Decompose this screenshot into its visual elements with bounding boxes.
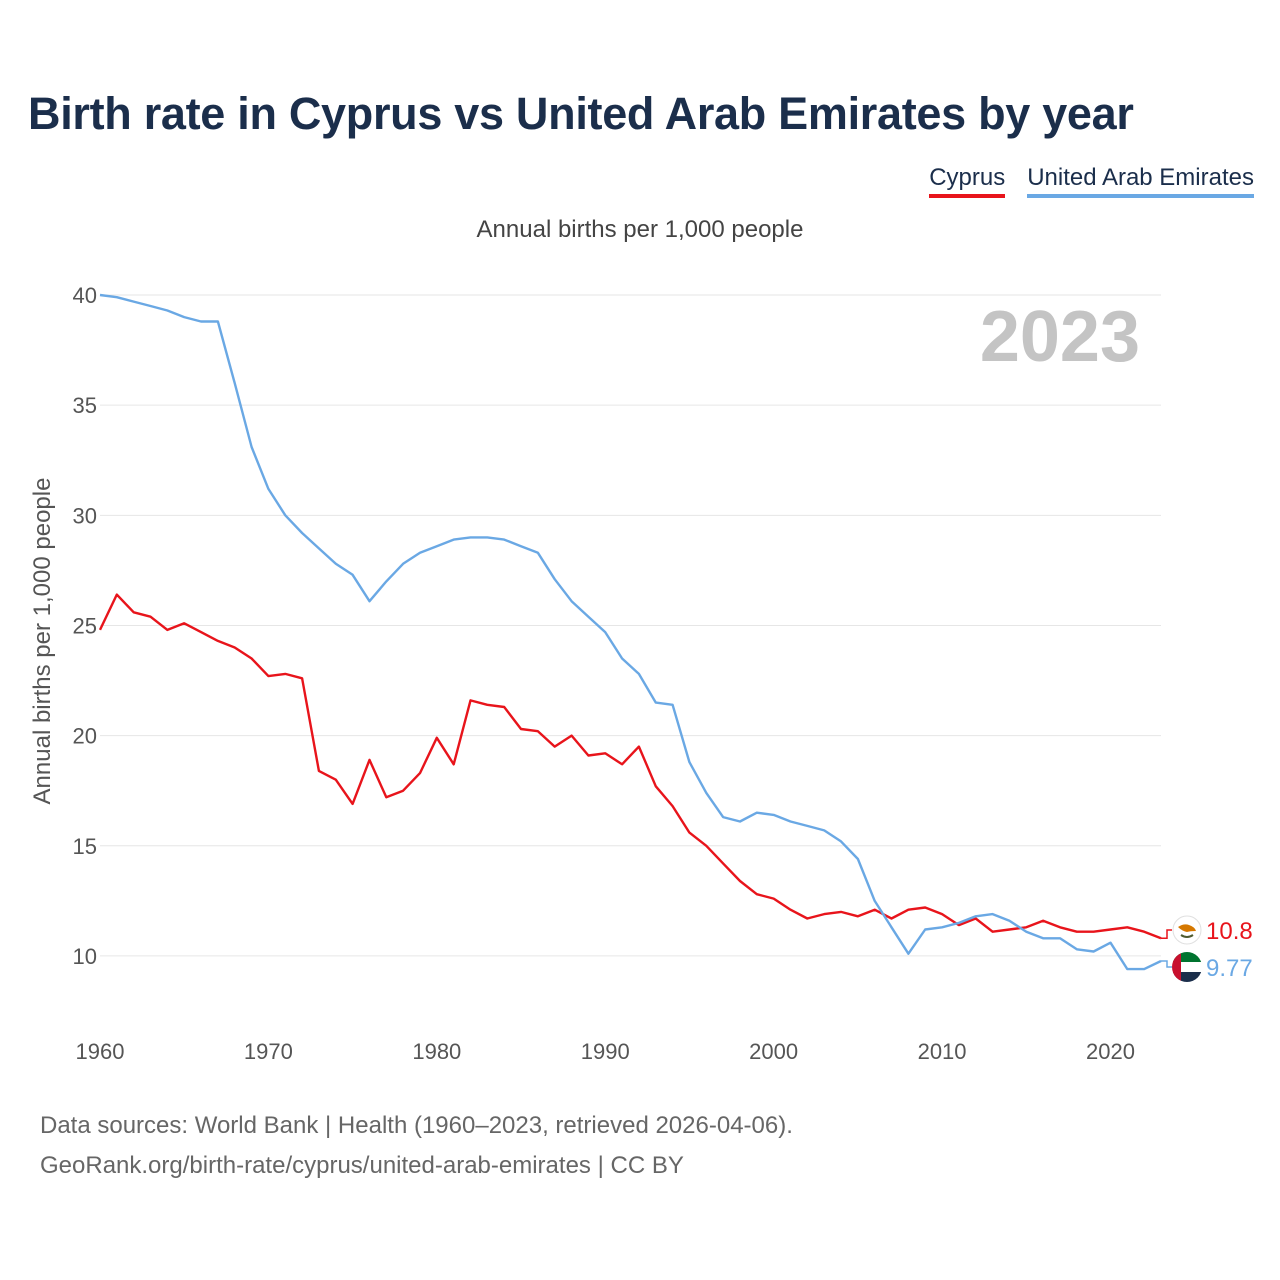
end-connector (1161, 929, 1172, 940)
y-tick-label: 25 (73, 613, 97, 638)
source-line-1: Data sources: World Bank | Health (1960–… (40, 1112, 793, 1139)
series-line-uae[interactable] (99, 293, 1162, 971)
source-note: Data sources: World Bank | Health (1960–… (40, 1106, 793, 1186)
y-tick-label: 30 (73, 503, 97, 528)
y-tick-label: 40 (73, 283, 97, 308)
source-line-2[interactable]: GeoRank.org/birth-rate/cyprus/united-ara… (40, 1152, 684, 1179)
end-value-label: 10.8 (1206, 918, 1253, 945)
line-chart: 10 15 20 25 30 35 40 1960 1970 1980 1990 2000 2010 20… (29, 283, 1253, 1064)
legend-item-uae[interactable]: United Arab Emirates (1027, 164, 1254, 198)
y-tick-label: 20 (73, 724, 97, 749)
series-line-cyprus[interactable] (98, 593, 1162, 940)
x-tick-label: 1970 (244, 1039, 293, 1064)
y-tick-label: 15 (73, 834, 97, 859)
uae-flag-icon (1172, 952, 1202, 982)
y-tick-label: 35 (73, 393, 97, 418)
x-tick-label: 2000 (749, 1039, 798, 1064)
chart-subtitle: Annual births per 1,000 people (476, 216, 804, 243)
x-tick-label: 2020 (1086, 1039, 1135, 1064)
x-tick-label: 1980 (412, 1039, 461, 1064)
y-tick-label: 10 (73, 944, 97, 969)
y-axis-label: Annual births per 1,000 people (29, 478, 56, 805)
chart-title: Birth rate in Cyprus vs United Arab Emir… (28, 88, 1134, 139)
x-tick-label: 1990 (581, 1039, 630, 1064)
legend-item-cyprus[interactable]: Cyprus (929, 164, 1006, 198)
legend: Cyprus United Arab Emirates (929, 164, 1254, 198)
year-watermark: 2023 (980, 297, 1140, 377)
cyprus-flag-icon (1172, 915, 1202, 945)
x-tick-label: 2010 (918, 1039, 967, 1064)
end-connector (1161, 960, 1172, 968)
end-value-label: 9.77 (1206, 955, 1253, 982)
x-tick-label: 1960 (76, 1039, 125, 1064)
